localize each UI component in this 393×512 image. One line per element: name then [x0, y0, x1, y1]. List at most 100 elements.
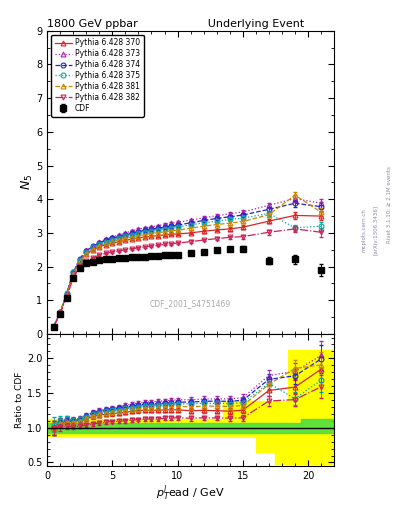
Pythia 6.428 381 — [201, 223, 206, 229]
Pythia 6.428 382 — [162, 241, 167, 247]
Pythia 6.428 370 — [71, 270, 75, 276]
Pythia 6.428 370 — [116, 239, 121, 245]
Pythia 6.428 374 — [51, 324, 56, 330]
Pythia 6.428 382 — [319, 229, 323, 236]
Pythia 6.428 381 — [169, 228, 173, 234]
Pythia 6.428 382 — [266, 229, 271, 236]
Pythia 6.428 373 — [103, 236, 108, 242]
Pythia 6.428 374 — [169, 223, 173, 229]
Pythia 6.428 370 — [319, 213, 323, 219]
Pythia 6.428 374 — [319, 204, 323, 210]
Pythia 6.428 375 — [188, 222, 193, 228]
Pythia 6.428 381 — [77, 258, 82, 264]
Pythia 6.428 381 — [175, 227, 180, 233]
Text: Rivet 3.1.10; ≥ 2.1M events: Rivet 3.1.10; ≥ 2.1M events — [387, 166, 391, 243]
Pythia 6.428 373 — [110, 234, 115, 240]
Pythia 6.428 375 — [143, 229, 147, 235]
Pythia 6.428 373 — [71, 269, 75, 275]
Pythia 6.428 382 — [77, 263, 82, 269]
Pythia 6.428 370 — [241, 224, 245, 230]
Pythia 6.428 373 — [201, 215, 206, 221]
Pythia 6.428 382 — [149, 243, 154, 249]
Pythia 6.428 382 — [110, 249, 115, 255]
Pythia 6.428 374 — [84, 248, 89, 254]
Pythia 6.428 373 — [116, 232, 121, 238]
Pythia 6.428 370 — [123, 237, 128, 243]
Pythia 6.428 373 — [228, 210, 232, 217]
Pythia 6.428 381 — [51, 324, 56, 330]
Pythia 6.428 381 — [90, 246, 95, 252]
Pythia 6.428 370 — [77, 258, 82, 264]
Pythia 6.428 375 — [130, 232, 134, 238]
Pythia 6.428 382 — [103, 250, 108, 256]
Pythia 6.428 382 — [169, 241, 173, 247]
Pythia 6.428 381 — [64, 291, 69, 297]
Pythia 6.428 373 — [77, 255, 82, 262]
Pythia 6.428 381 — [241, 219, 245, 225]
Pythia 6.428 382 — [143, 244, 147, 250]
Pythia 6.428 374 — [116, 233, 121, 240]
Pythia 6.428 374 — [292, 200, 297, 206]
Pythia 6.428 370 — [188, 230, 193, 236]
Pythia 6.428 381 — [110, 238, 115, 244]
Pythia 6.428 374 — [188, 220, 193, 226]
Pythia 6.428 373 — [149, 224, 154, 230]
Pythia 6.428 381 — [84, 250, 89, 257]
Pythia 6.428 370 — [51, 324, 56, 330]
Pythia 6.428 381 — [188, 225, 193, 231]
Pythia 6.428 370 — [149, 233, 154, 240]
Text: 1800 GeV ppbar                    Underlying Event: 1800 GeV ppbar Underlying Event — [47, 18, 305, 29]
Line: Pythia 6.428 370: Pythia 6.428 370 — [51, 213, 323, 329]
Pythia 6.428 373 — [90, 243, 95, 249]
Pythia 6.428 374 — [156, 225, 160, 231]
Pythia 6.428 370 — [130, 236, 134, 242]
Pythia 6.428 370 — [201, 228, 206, 234]
Pythia 6.428 370 — [214, 227, 219, 233]
Pythia 6.428 375 — [266, 210, 271, 217]
Pythia 6.428 381 — [71, 271, 75, 277]
Pythia 6.428 382 — [228, 234, 232, 241]
Line: Pythia 6.428 373: Pythia 6.428 373 — [51, 196, 323, 329]
Pythia 6.428 382 — [136, 245, 141, 251]
Pythia 6.428 374 — [130, 230, 134, 237]
Pythia 6.428 375 — [84, 249, 89, 255]
Pythia 6.428 375 — [319, 223, 323, 229]
Pythia 6.428 381 — [292, 192, 297, 198]
Pythia 6.428 375 — [214, 218, 219, 224]
Pythia 6.428 375 — [228, 217, 232, 223]
Pythia 6.428 382 — [241, 233, 245, 240]
Pythia 6.428 373 — [143, 225, 147, 231]
Pythia 6.428 382 — [116, 248, 121, 254]
Pythia 6.428 375 — [136, 230, 141, 237]
Pythia 6.428 382 — [64, 294, 69, 300]
Pythia 6.428 381 — [143, 231, 147, 238]
Pythia 6.428 375 — [64, 290, 69, 296]
Pythia 6.428 373 — [58, 309, 62, 315]
Pythia 6.428 370 — [84, 251, 89, 257]
Pythia 6.428 370 — [97, 244, 102, 250]
Pythia 6.428 382 — [51, 324, 56, 330]
Pythia 6.428 374 — [162, 224, 167, 230]
Pythia 6.428 375 — [162, 226, 167, 232]
Pythia 6.428 375 — [175, 224, 180, 230]
Pythia 6.428 382 — [156, 242, 160, 248]
Pythia 6.428 370 — [156, 232, 160, 239]
Pythia 6.428 374 — [97, 240, 102, 246]
Pythia 6.428 375 — [103, 239, 108, 245]
Line: Pythia 6.428 374: Pythia 6.428 374 — [51, 201, 323, 329]
Pythia 6.428 374 — [64, 290, 69, 296]
Pythia 6.428 381 — [228, 220, 232, 226]
Pythia 6.428 370 — [136, 234, 141, 241]
Text: mcplots.cern.ch: mcplots.cern.ch — [361, 208, 366, 252]
Pythia 6.428 373 — [241, 209, 245, 215]
Pythia 6.428 382 — [123, 247, 128, 253]
Pythia 6.428 373 — [156, 222, 160, 228]
Pythia 6.428 375 — [149, 228, 154, 234]
Text: CDF_2001_S4751469: CDF_2001_S4751469 — [150, 299, 231, 308]
Pythia 6.428 373 — [97, 239, 102, 245]
Line: Pythia 6.428 382: Pythia 6.428 382 — [51, 226, 323, 329]
Pythia 6.428 381 — [266, 211, 271, 218]
Pythia 6.428 375 — [116, 235, 121, 241]
Pythia 6.428 374 — [228, 214, 232, 220]
Pythia 6.428 370 — [228, 226, 232, 232]
